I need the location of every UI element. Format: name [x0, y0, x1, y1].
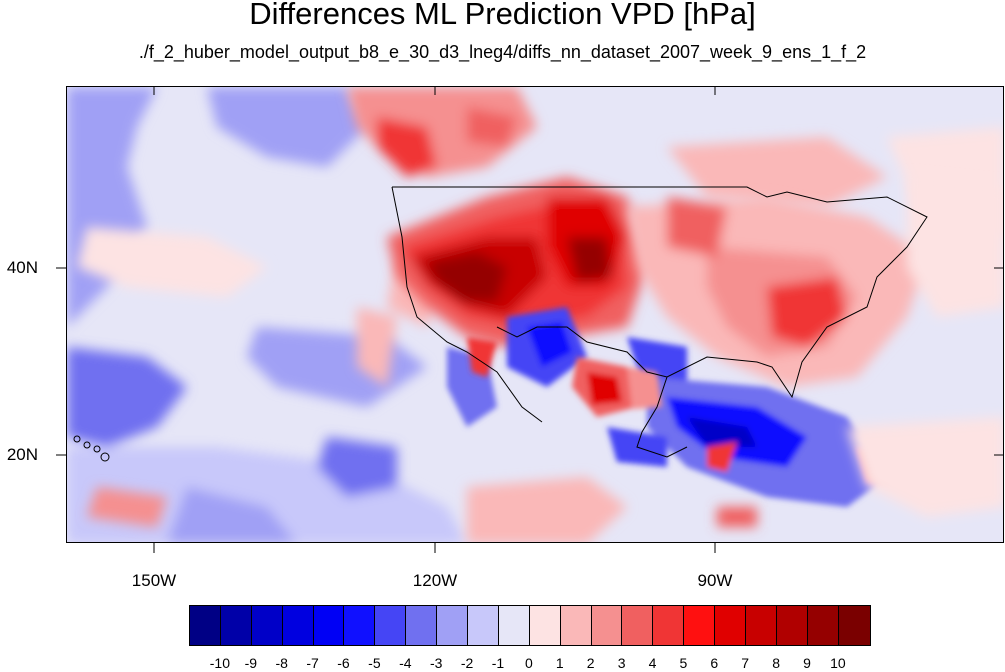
- colorbar: [189, 605, 871, 646]
- colorbar-box: [220, 606, 252, 645]
- colorbar-label: -2: [460, 655, 474, 671]
- colorbar-box: [437, 606, 469, 645]
- colorbar-label: 1: [555, 655, 564, 671]
- colorbar-label: 3: [617, 655, 626, 671]
- colorbar-label: -8: [275, 655, 288, 671]
- lat-label-40n: 40N: [6, 258, 38, 277]
- colorbar-box: [406, 606, 438, 645]
- colorbar-box: [282, 606, 314, 645]
- map-title: Differences ML Prediction VPD [hPa]: [249, 0, 756, 31]
- colorbar-box: [498, 606, 530, 645]
- colorbar-label: -3: [429, 655, 443, 671]
- colorbar-box: [251, 606, 283, 645]
- colorbar-label: -4: [399, 655, 412, 671]
- colorbar-box: [746, 606, 777, 645]
- map-subtitle: ./f_2_huber_model_output_b8_e_30_d3_lneg…: [138, 42, 867, 62]
- colorbar-label: 9: [803, 655, 811, 671]
- eastern-us-positive-anomalies: [627, 177, 1003, 387]
- hawaii-outline: [73, 435, 110, 462]
- coastline-outline: [391, 186, 928, 458]
- colorbar-box: [838, 606, 870, 645]
- colorbar-box: [313, 606, 345, 645]
- colorbar-label: 6: [710, 655, 719, 671]
- colorbar-box: [653, 606, 685, 645]
- colorbar-label: 2: [586, 655, 595, 671]
- colorbar-label: 0: [524, 655, 533, 671]
- colorbar-label: -10: [209, 655, 230, 671]
- colorbar-label: -9: [244, 655, 258, 671]
- lon-label-120w: 120W: [412, 571, 458, 590]
- colorbar-label: -5: [368, 655, 381, 671]
- colorbar-box: [591, 606, 623, 645]
- colorbar-label: 10: [830, 655, 846, 671]
- lon-label-90w: 90W: [697, 571, 733, 590]
- lat-label-20n: 20N: [6, 445, 38, 464]
- colorbar-box: [776, 606, 808, 645]
- colorbar-box: [807, 606, 839, 645]
- colorbar-label: 5: [679, 655, 688, 671]
- colorbar-box: [529, 606, 561, 645]
- lon-label-150w: 150W: [131, 571, 177, 590]
- vpd-difference-map: [67, 87, 1003, 542]
- colorbar-box: [622, 606, 654, 645]
- colorbar-box: [684, 606, 716, 645]
- colorbar-box: [468, 606, 499, 645]
- colorbar-label: 7: [741, 655, 750, 671]
- map-plot-area: [66, 86, 1004, 543]
- colorbar-box: [560, 606, 592, 645]
- western-us-positive-anomalies: [387, 177, 647, 347]
- southern-positive-anomalies: [467, 417, 1003, 542]
- colorbar-box: [715, 606, 747, 645]
- colorbar-label: -6: [337, 655, 350, 671]
- colorbar-label: 4: [648, 655, 657, 671]
- colorbar-label: -7: [306, 655, 319, 671]
- colorbar-box: [375, 606, 407, 645]
- colorbar-box: [344, 606, 376, 645]
- colorbar-box: [190, 606, 221, 645]
- colorbar-label: -1: [491, 655, 505, 671]
- colorbar-label: 8: [772, 655, 780, 671]
